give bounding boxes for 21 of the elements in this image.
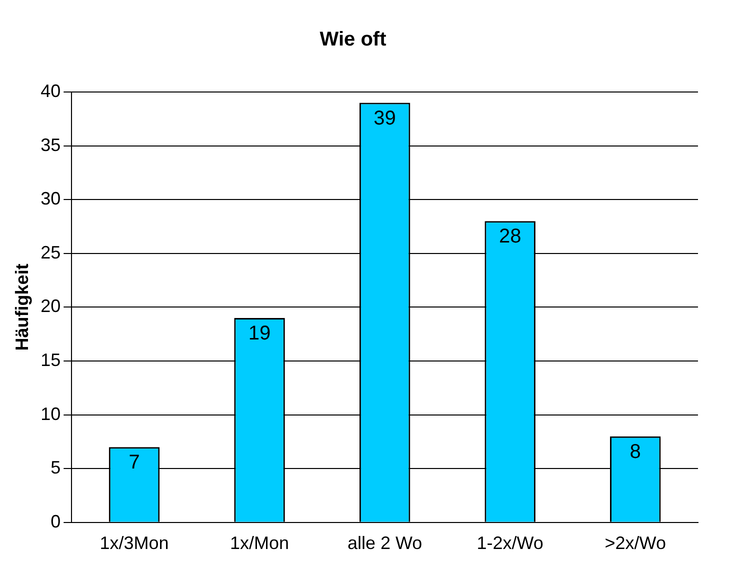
data-label: 7	[128, 452, 140, 474]
x-tick-label: 1x/3Mon	[100, 533, 169, 554]
y-tick-label: 30	[40, 188, 61, 209]
y-tick-label: 35	[40, 134, 61, 155]
y-tick-label: 10	[40, 404, 61, 424]
data-label: 8	[630, 440, 641, 463]
chart-title: Wie oft	[320, 28, 387, 51]
y-tick-label: 0	[50, 511, 61, 532]
y-tick-label: 5	[50, 458, 61, 478]
y-tick-label: 25	[40, 242, 61, 262]
y-axis-title: Häufigkeit	[12, 264, 32, 351]
x-tick-label: >2x/Wo	[604, 533, 666, 554]
y-tick-label: 20	[40, 296, 61, 316]
data-label: 19	[248, 322, 271, 344]
data-label: 39	[374, 107, 396, 130]
data-label: 28	[498, 226, 522, 248]
y-tick-label: 40	[40, 80, 61, 101]
x-tick-label: alle 2 Wo	[347, 533, 422, 554]
x-tick-label: 1-2x/Wo	[476, 533, 544, 554]
y-tick-label: 15	[40, 350, 61, 370]
x-tick-label: 1x/Mon	[230, 533, 290, 554]
